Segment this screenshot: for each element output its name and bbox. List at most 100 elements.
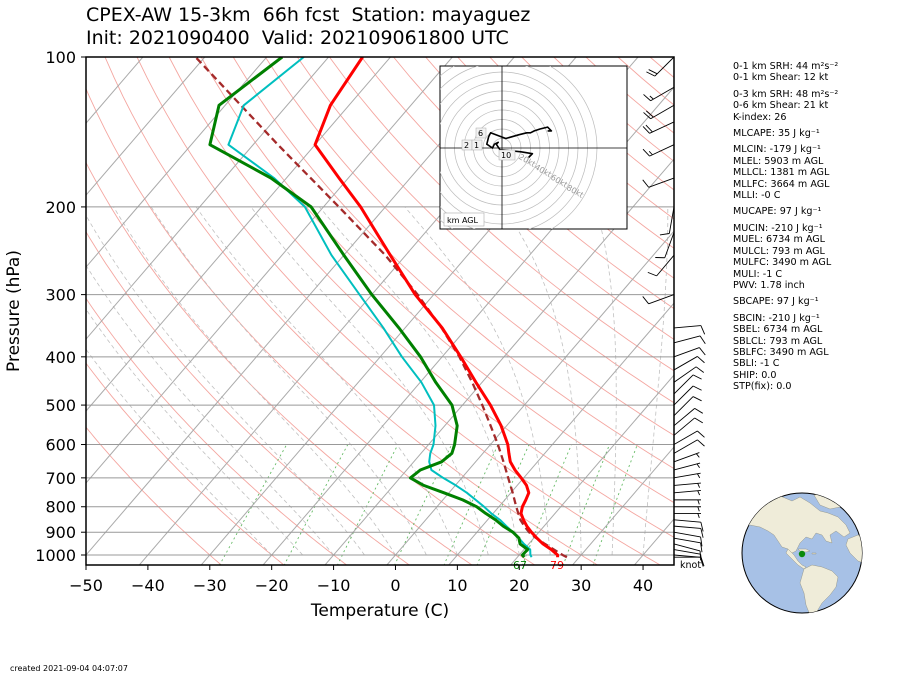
- isotherm: [86, 57, 268, 268]
- barb-staff: [673, 439, 698, 454]
- barb-staff: [668, 206, 675, 234]
- indices-panel: 0-1 km SRH: 44 m²s⁻² 0-1 km Shear: 12 kt 0…: [733, 56, 838, 393]
- wind-barb: [673, 335, 706, 345]
- index-row: MULCL: 793 m AGL: [733, 245, 825, 257]
- barb-staff: [673, 537, 701, 544]
- index-row: SHIP: 0.0: [733, 369, 777, 381]
- y-tick-label: 700: [45, 469, 76, 488]
- index-row: MLLFC: 3664 m AGL: [733, 178, 830, 190]
- y-tick-label: 1000: [35, 546, 76, 565]
- barb-staff: [673, 335, 701, 344]
- index-row: SBCIN: -210 J kg⁻¹: [733, 312, 820, 324]
- wind-barb: [674, 499, 701, 505]
- x-tick-label: 10: [447, 576, 467, 595]
- dry-adiabat: [86, 87, 536, 565]
- dry-adiabat: [168, 57, 674, 538]
- barb-staff: [664, 232, 675, 258]
- mixing-ratio-line: [336, 444, 399, 565]
- y-tick-label: 400: [45, 348, 76, 367]
- x-axis-label: Temperature (C): [310, 601, 449, 621]
- dry-adiabat: [393, 57, 674, 310]
- wind-barb: [673, 537, 703, 553]
- africa-landmass: [845, 534, 862, 564]
- wind-barb: [655, 232, 675, 259]
- dry-adiabat: [86, 362, 285, 565]
- index-row: SBLCL: 793 m AGL: [733, 335, 823, 347]
- wind-barb: [673, 366, 705, 383]
- barb-staff: [649, 121, 675, 134]
- x-tick-label: 30: [571, 576, 591, 595]
- hodograph-height-box: [471, 139, 483, 151]
- dry-adiabat: [86, 426, 222, 565]
- barb-staff: [650, 86, 675, 102]
- moist-adiabat: [642, 206, 669, 555]
- barb-flag: [700, 536, 703, 547]
- mixing-ratio-line: [592, 444, 638, 565]
- y-tick-label: 500: [45, 396, 76, 415]
- created-timestamp: created 2021-09-04 04:07:07: [10, 664, 128, 673]
- barb-staff: [673, 543, 701, 552]
- temperature-line: [313, 57, 560, 558]
- isotherm: [324, 158, 674, 565]
- index-row: K-index: 26: [733, 111, 787, 123]
- y-tick-label: 200: [45, 198, 76, 217]
- x-tick-label: −40: [131, 576, 165, 595]
- wind-barb: [673, 347, 706, 358]
- barb-staff: [673, 531, 701, 538]
- isotherm: [86, 57, 206, 196]
- dry-adiabat: [86, 161, 473, 565]
- barb-staff: [673, 430, 698, 445]
- chart-title: CPEX-AW 15-3km 66h fcst Station: mayague…: [86, 4, 531, 26]
- index-row: STP(fix): 0.0: [733, 381, 792, 393]
- barb-staff: [673, 554, 701, 558]
- barb-flag: [692, 374, 702, 380]
- index-row: SBLI: -1 C: [733, 358, 780, 370]
- index-row: PWV: 1.78 inch: [733, 279, 805, 291]
- y-tick-label: 600: [45, 436, 76, 455]
- wind-barb: [673, 439, 705, 454]
- isotherm: [448, 302, 674, 565]
- barb-flag: [697, 356, 705, 364]
- dry-adiabat: [200, 57, 674, 504]
- index-row: MUEL: 6734 m AGL: [733, 234, 826, 246]
- barb-flag: [697, 430, 705, 438]
- wind-barb: [673, 482, 701, 488]
- isotherm: [510, 374, 674, 565]
- y-tick-label: 900: [45, 523, 76, 542]
- wind-barb: [642, 121, 675, 134]
- hodograph-height-label: 10: [501, 151, 511, 160]
- mixing-ratio-line: [476, 444, 530, 565]
- barb-half-flag: [697, 490, 701, 496]
- barb-half-flag: [697, 473, 701, 479]
- wind-barb: [642, 144, 675, 157]
- barb-staff: [673, 325, 701, 329]
- moist-adiabat: [86, 348, 272, 556]
- barb-flag: [695, 366, 705, 373]
- barb-staff: [673, 482, 701, 486]
- wind-barb: [642, 294, 675, 305]
- barb-flag: [700, 522, 704, 532]
- hodograph-height-label: 2: [464, 141, 469, 150]
- mixing-ratio-line: [562, 444, 611, 565]
- index-row: MULI: -1 C: [733, 268, 783, 280]
- dry-adiabat: [104, 57, 599, 565]
- barb-half-flag: [696, 453, 700, 458]
- x-tick-label: −30: [193, 576, 227, 595]
- barb-staff: [649, 144, 675, 157]
- barb-flag: [647, 271, 657, 277]
- index-row: MUCAPE: 97 J kg⁻¹: [733, 206, 822, 218]
- wind-barb: [673, 452, 700, 463]
- hodograph-height-label: 6: [478, 129, 483, 138]
- isotherm: [86, 57, 329, 340]
- barb-flag: [642, 126, 650, 134]
- index-row: 0-3 km SRH: 48 m²s⁻²: [733, 88, 839, 100]
- index-row: MLCAPE: 35 J kg⁻¹: [733, 128, 820, 140]
- hodograph-height-box: [475, 127, 487, 139]
- wind-barb: [642, 177, 675, 188]
- mixing-ratio-line: [283, 444, 349, 565]
- barb-staff: [673, 472, 701, 479]
- barb-flag: [645, 124, 653, 133]
- moist-adiabat: [503, 206, 582, 556]
- wind-barb: [673, 531, 703, 547]
